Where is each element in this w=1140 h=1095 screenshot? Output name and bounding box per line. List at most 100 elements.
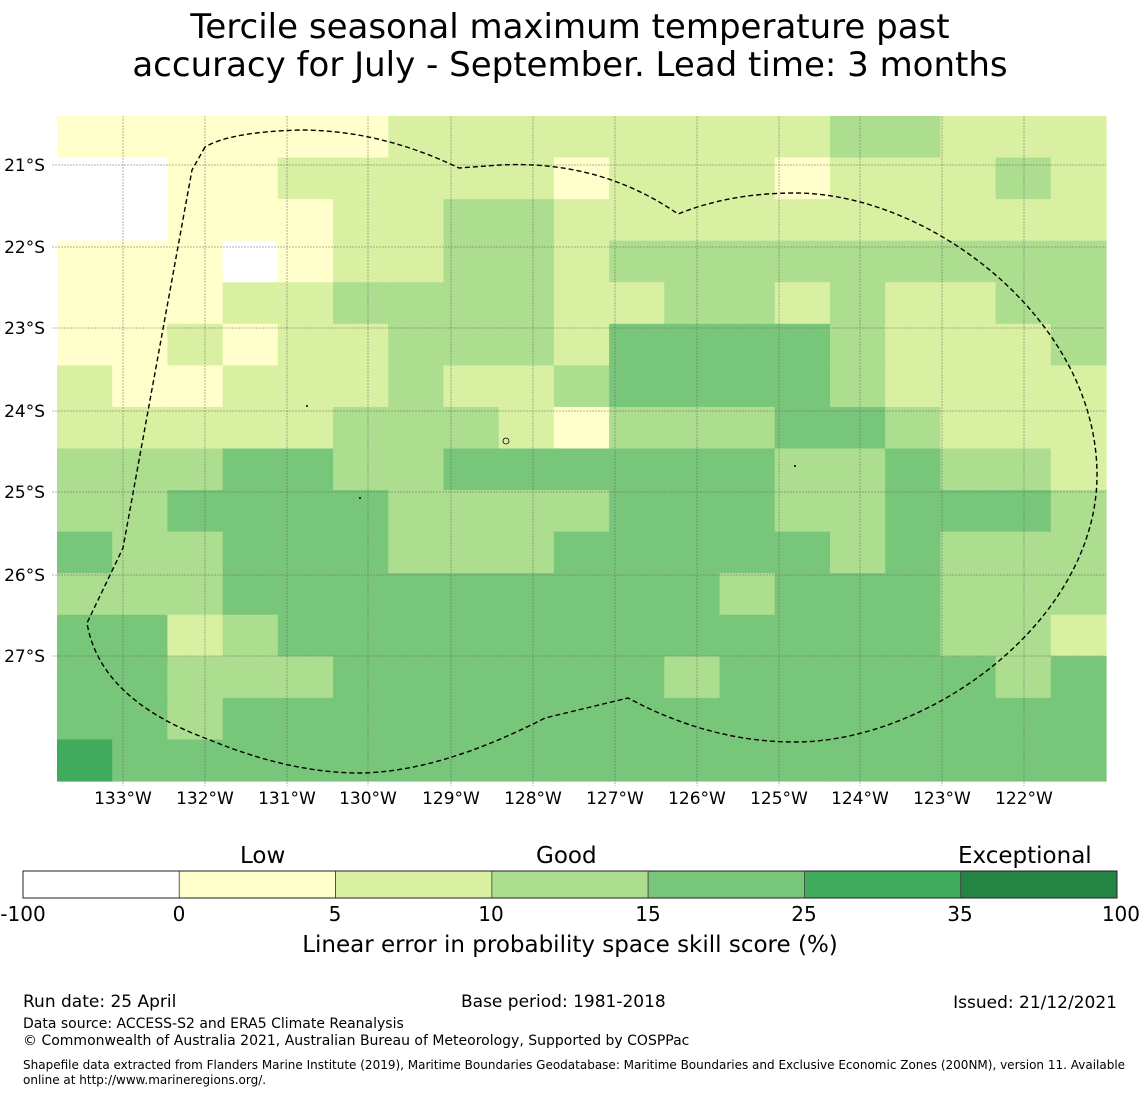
grid-cell <box>167 240 224 283</box>
grid-cell <box>553 406 610 450</box>
grid-cell <box>277 116 334 159</box>
run-date: Run date: 25 April <box>23 992 177 1012</box>
grid-cell <box>885 116 941 159</box>
grid-cell <box>829 656 886 699</box>
grid-cell <box>719 739 776 782</box>
grid-cell <box>553 240 610 283</box>
grid-cell <box>940 199 997 242</box>
island-marker <box>359 497 361 499</box>
grid-cell <box>829 323 886 366</box>
grid-cell <box>277 531 334 574</box>
grid-cell <box>719 365 776 408</box>
grid-cell <box>609 157 665 200</box>
grid-cell <box>995 656 1052 699</box>
grid-cell <box>1050 282 1107 325</box>
grid-cell <box>1050 199 1107 242</box>
grid-cell <box>829 365 886 408</box>
grid-cell <box>553 697 610 741</box>
grid-cell <box>664 739 721 782</box>
grid-cell <box>277 365 334 408</box>
grid-cell <box>333 573 389 616</box>
grid-cell <box>829 490 886 533</box>
grid-cell <box>498 614 555 657</box>
grid-cell <box>443 490 500 533</box>
grid-cell <box>57 448 113 491</box>
grid-cell <box>222 199 279 242</box>
grid-cell <box>995 406 1052 450</box>
grid-cell <box>57 490 113 533</box>
lon-label: 127°W <box>586 789 644 809</box>
grid-cell <box>553 323 610 366</box>
grid-cell <box>829 573 886 616</box>
grid-cell <box>57 365 113 408</box>
grid-cell <box>719 614 776 657</box>
grid-cell <box>167 116 224 159</box>
grid-cell <box>167 573 224 616</box>
base-period: Base period: 1981-2018 <box>461 992 666 1012</box>
grid-cell <box>609 573 665 616</box>
grid-cell <box>664 282 721 325</box>
grid-cell <box>829 282 886 325</box>
grid-cell <box>995 697 1052 741</box>
grid-cell <box>333 240 389 283</box>
grid-cell <box>719 573 776 616</box>
grid-cell <box>609 656 665 699</box>
grid-cell <box>57 116 113 159</box>
grid-cell <box>57 614 113 657</box>
grid-cell <box>498 116 555 159</box>
grid-cell <box>388 323 445 366</box>
grid-cell <box>719 406 776 450</box>
grid-cell <box>388 157 445 200</box>
grid-cell <box>829 116 886 159</box>
grid-cell <box>940 406 997 450</box>
grid-cell <box>277 282 334 325</box>
grid-cell <box>664 531 721 574</box>
grid-cell <box>277 406 334 450</box>
grid-cell <box>1050 116 1107 159</box>
grid-cell <box>1050 531 1107 574</box>
grid-cell <box>829 531 886 574</box>
colorbar-segment <box>335 870 493 899</box>
grid-cell <box>57 240 113 283</box>
grid-cell <box>112 614 169 657</box>
lat-label: 26°S <box>4 566 45 586</box>
grid-cell <box>498 739 555 782</box>
grid-cell <box>885 282 941 325</box>
grid-cell <box>57 656 113 699</box>
grid-cell <box>553 282 610 325</box>
grid-cell <box>609 614 665 657</box>
grid-cell <box>498 282 555 325</box>
grid-cell <box>277 157 334 200</box>
grid-cell <box>222 448 279 491</box>
colorbar-segment <box>960 870 1118 899</box>
grid-cell <box>498 365 555 408</box>
grid-cell <box>719 448 776 491</box>
grid-cell <box>222 614 279 657</box>
grid-cell <box>1050 656 1107 699</box>
grid-cell <box>774 365 831 408</box>
grid-cell <box>885 531 941 574</box>
grid-cell <box>222 240 279 283</box>
grid-cell <box>57 406 113 450</box>
grid-cell <box>498 323 555 366</box>
shapefile-credit-line-1: Shapefile data extracted from Flanders M… <box>23 1058 1126 1072</box>
colorbar-segment <box>178 870 336 899</box>
grid-cell <box>443 531 500 574</box>
grid-cell <box>388 656 445 699</box>
lat-label: 21°S <box>4 156 45 176</box>
grid-cell <box>57 739 113 782</box>
grid-cell <box>167 614 224 657</box>
lat-label: 24°S <box>4 402 45 422</box>
grid-cell <box>719 282 776 325</box>
grid-cell <box>1050 614 1107 657</box>
grid-cell <box>388 199 445 242</box>
grid-cell <box>995 573 1052 616</box>
grid-cell <box>940 365 997 408</box>
grid-cell <box>112 240 169 283</box>
grid-cell <box>277 323 334 366</box>
grid-cell <box>553 573 610 616</box>
grid-cell <box>829 406 886 450</box>
grid-cell <box>498 199 555 242</box>
grid-cell <box>719 323 776 366</box>
grid-cell <box>885 406 941 450</box>
